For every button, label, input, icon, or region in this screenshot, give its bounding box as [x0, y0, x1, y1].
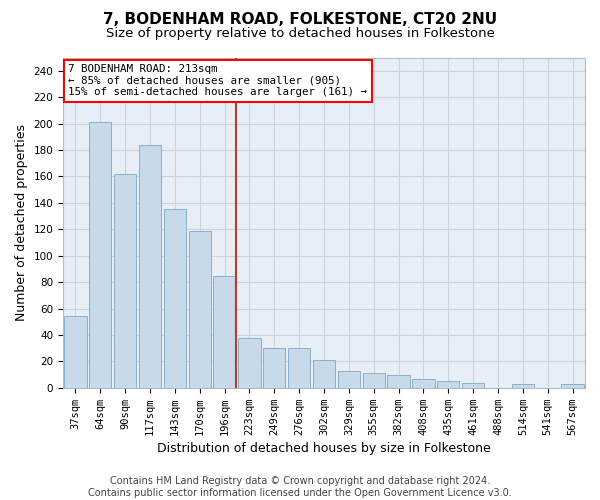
Bar — [214, 276, 236, 388]
X-axis label: Distribution of detached houses by size in Folkestone: Distribution of detached houses by size … — [157, 442, 491, 455]
Bar — [263, 348, 286, 388]
Bar — [562, 384, 584, 388]
Bar — [139, 144, 161, 388]
Bar — [412, 378, 434, 388]
Bar — [188, 230, 211, 388]
Bar — [388, 374, 410, 388]
Bar — [512, 384, 534, 388]
Text: Size of property relative to detached houses in Folkestone: Size of property relative to detached ho… — [106, 28, 494, 40]
Bar — [164, 210, 186, 388]
Text: 7 BODENHAM ROAD: 213sqm
← 85% of detached houses are smaller (905)
15% of semi-d: 7 BODENHAM ROAD: 213sqm ← 85% of detache… — [68, 64, 367, 98]
Bar — [462, 382, 484, 388]
Text: 7, BODENHAM ROAD, FOLKESTONE, CT20 2NU: 7, BODENHAM ROAD, FOLKESTONE, CT20 2NU — [103, 12, 497, 28]
Bar — [437, 381, 460, 388]
Bar — [114, 174, 136, 388]
Bar — [362, 374, 385, 388]
Y-axis label: Number of detached properties: Number of detached properties — [15, 124, 28, 321]
Text: Contains HM Land Registry data © Crown copyright and database right 2024.
Contai: Contains HM Land Registry data © Crown c… — [88, 476, 512, 498]
Bar — [313, 360, 335, 388]
Bar — [89, 122, 112, 388]
Bar — [238, 338, 260, 388]
Bar — [288, 348, 310, 388]
Bar — [338, 370, 360, 388]
Bar — [64, 316, 86, 388]
